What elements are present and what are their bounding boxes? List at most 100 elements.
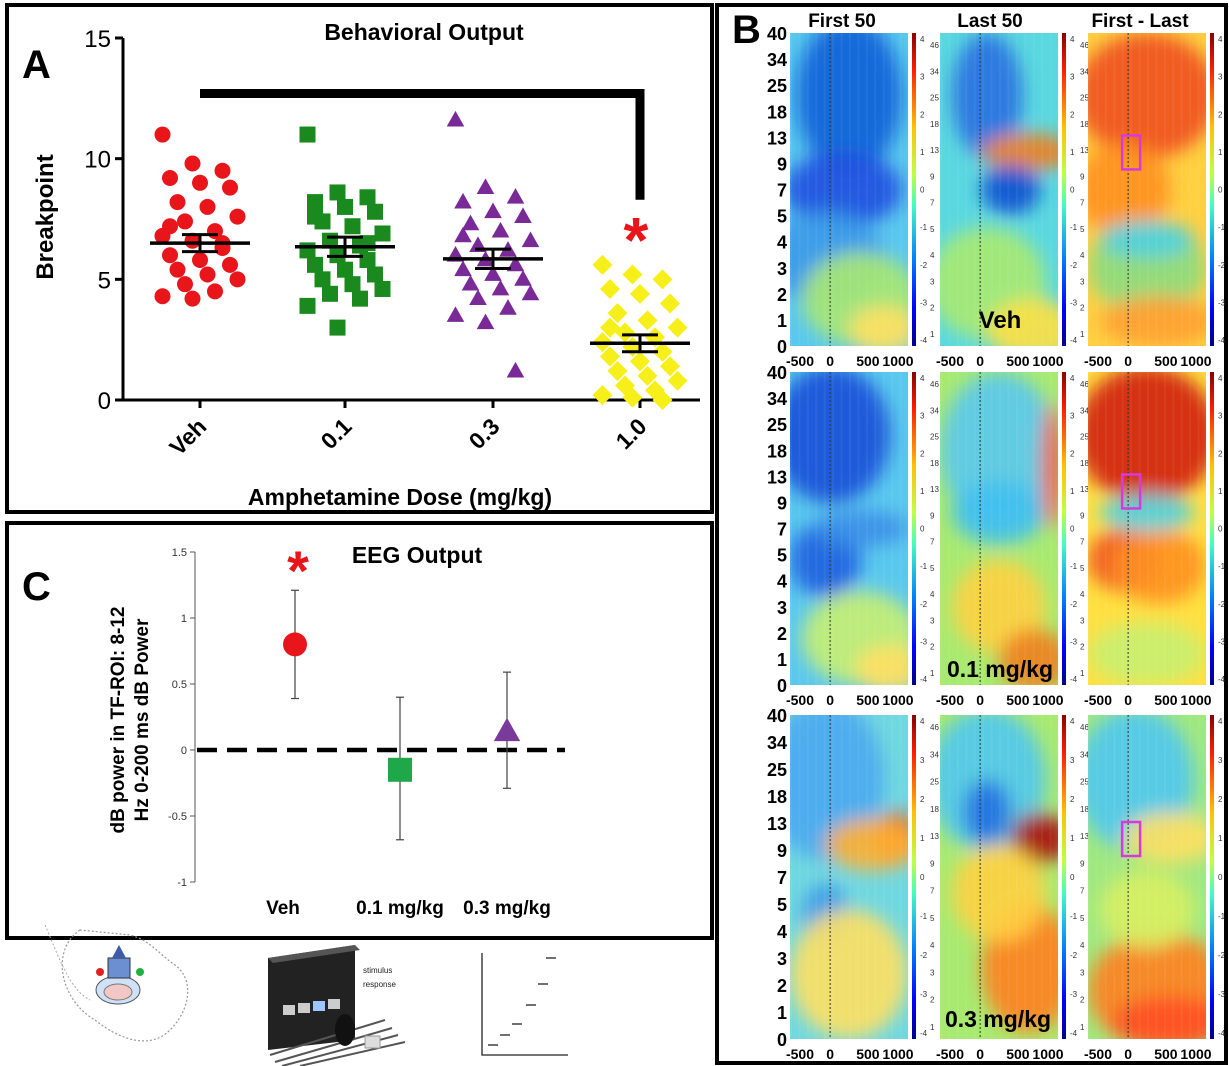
panel-b-colorbar-tick: 5 bbox=[930, 225, 935, 234]
panel-a-xtick-label: 0.1 bbox=[316, 413, 357, 454]
panel-b-colorbar-tick: 3 bbox=[1070, 412, 1075, 421]
panel-a-point bbox=[514, 270, 532, 286]
panel-b-colorbar bbox=[1062, 33, 1066, 346]
panel-b-time-tick: 500 bbox=[1154, 353, 1178, 369]
panel-b-roi-box bbox=[1120, 820, 1142, 858]
panel-a-point bbox=[374, 225, 391, 242]
panel-b-freq-tick: 7 bbox=[777, 520, 787, 540]
panel-a-point bbox=[607, 361, 628, 382]
panel-a-point bbox=[307, 256, 323, 273]
panel-a-ytick-label: 5 bbox=[98, 267, 111, 294]
panel-b-colorbar-tick: 3 bbox=[1218, 412, 1223, 421]
panel-b-heatmap-blob bbox=[1042, 403, 1058, 529]
panel-b-letter: B bbox=[732, 8, 761, 52]
panel-b-heatmap-blob bbox=[963, 779, 1011, 845]
panel-b-colorbar-tick: -2 bbox=[1218, 600, 1226, 609]
panel-a-point bbox=[344, 218, 361, 235]
panel-a-point bbox=[461, 274, 480, 291]
panel-c-xtick-label: 0.3 mg/kg bbox=[463, 898, 551, 919]
panel-b-colorbar-tick: 0 bbox=[1070, 186, 1075, 195]
panel-b-freq-tick: 5 bbox=[777, 207, 787, 227]
panel-a-point bbox=[177, 213, 193, 230]
panel-b-colorbar-tick: 4 bbox=[930, 941, 935, 950]
panel-b-time-tick: 0 bbox=[1124, 353, 1132, 369]
panel-b-heatmap-blob bbox=[795, 33, 903, 174]
panel-b-freq-tick: 2 bbox=[777, 624, 787, 644]
panel-b-colorbar-tick: 46 bbox=[930, 41, 939, 50]
panel-b-time-tick: 0 bbox=[976, 692, 984, 708]
panel-b-colorbar-tick: 1 bbox=[1218, 148, 1223, 157]
operant-box-illustration: stimulus response bbox=[268, 945, 406, 1066]
panel-b-colorbar-tick: 3 bbox=[1080, 616, 1085, 625]
panel-b-colorbar-tick: 3 bbox=[1080, 277, 1085, 286]
panel-b-heatmap-blob bbox=[813, 509, 908, 548]
panel-b-colorbar-tick: 3 bbox=[1080, 968, 1085, 977]
panel-b-colorbar-tick: 13 bbox=[930, 832, 939, 841]
panel-b-colorbar-tick: 2 bbox=[1218, 795, 1223, 804]
panel-b-colorbar-tick: 0 bbox=[1218, 525, 1223, 534]
panel-b-colorbar-tick: 3 bbox=[1070, 756, 1075, 765]
panel-a-significance: * bbox=[624, 204, 649, 276]
panel-b-colorbar-tick: 4 bbox=[1070, 374, 1075, 383]
panel-b-heatmap-blob bbox=[981, 164, 1041, 215]
panel-b-freq-tick: 9 bbox=[777, 154, 787, 174]
panel-b-freq-tick: 4 bbox=[777, 572, 787, 592]
panel-b-colorbar-tick: 0 bbox=[1070, 873, 1075, 882]
panel-b-freq-tick: 34 bbox=[767, 389, 787, 409]
panel-a-point bbox=[307, 194, 323, 211]
panel-b-heatmap-cell: 4 3 2 1 0 -1 -2 -3 -4 46 34 25 18 13 9 7 5 4 3 2 1 -500 0 500 10… bbox=[786, 33, 939, 369]
panel-b-freq-tick: 3 bbox=[777, 949, 787, 969]
panel-b-colorbar-tick: 3 bbox=[930, 277, 935, 286]
panel-b-time-tick: 500 bbox=[856, 692, 880, 708]
panel-b-colorbar-tick: 4 bbox=[1218, 374, 1223, 383]
panel-a-point bbox=[607, 303, 628, 324]
panel-a-point bbox=[154, 126, 171, 143]
panel-a-point bbox=[222, 256, 238, 273]
panel-c-frame bbox=[5, 521, 714, 940]
panel-b-colorbar-tick: -3 bbox=[1070, 298, 1078, 307]
panel-b-heatmaps: 40342518139754321043210-1-2-3-4463425181… bbox=[767, 24, 1226, 1062]
panel-b-heatmap-cell: 4 3 2 1 0 -1 -2 -3 -4 46 34 25 18 13 9 7 5 4 3 2 1 -500 0 500 10… bbox=[936, 715, 1089, 1062]
panel-a-point bbox=[660, 356, 680, 377]
panel-b-colorbar-tick: 4 bbox=[930, 251, 935, 260]
panel-b-time-tick: 1000 bbox=[882, 1046, 913, 1062]
panel-a-point bbox=[514, 207, 532, 223]
panel-a-point bbox=[615, 322, 635, 343]
panel-b-heatmap-blob bbox=[790, 372, 891, 504]
panel-b-col-title-3: First - Last bbox=[1091, 11, 1189, 32]
panel-a-point bbox=[229, 208, 246, 225]
panel-b-colorbar-tick: -3 bbox=[920, 990, 928, 999]
panel-b-colorbar-tick: 13 bbox=[930, 146, 939, 155]
panel-b-freq-tick: 4 bbox=[777, 922, 787, 942]
panel-b-colorbar-tick: 3 bbox=[1070, 73, 1075, 82]
panel-b-colorbar-tick: 5 bbox=[1080, 564, 1085, 573]
panel-b-colorbar-tick: 1 bbox=[920, 148, 925, 157]
panel-b-time-tick: 500 bbox=[1154, 692, 1178, 708]
panel-b-time-tick: -500 bbox=[936, 353, 964, 369]
panel-a-point bbox=[367, 203, 383, 220]
panel-b-colorbar-tick: 18 bbox=[930, 459, 939, 468]
panel-a-point bbox=[630, 283, 650, 304]
panel-b-colorbar-tick: 3 bbox=[930, 968, 935, 977]
panel-b-colorbar-tick: 7 bbox=[1080, 199, 1085, 208]
panel-b-colorbar-tick: -1 bbox=[1070, 562, 1078, 571]
panel-a-point bbox=[367, 266, 383, 283]
panel-b-freq-tick: 2 bbox=[777, 285, 787, 305]
panel-b-frame bbox=[715, 3, 1228, 1065]
panel-a-point bbox=[359, 252, 376, 269]
panel-a-point bbox=[660, 293, 680, 314]
panel-b-colorbar-tick: 2 bbox=[1080, 304, 1085, 313]
panel-b-colorbar-tick: 25 bbox=[1080, 94, 1089, 103]
panel-b-time-tick: 0 bbox=[826, 692, 834, 708]
panel-a-point bbox=[322, 285, 338, 302]
panel-b-colorbar-tick: 13 bbox=[1080, 146, 1089, 155]
panel-b-heatmap-blob bbox=[1099, 870, 1195, 949]
panel-a-point bbox=[307, 208, 323, 225]
panel-b-colorbar-tick: 1 bbox=[930, 669, 935, 678]
panel-b-col-title-1: First 50 bbox=[808, 11, 876, 32]
panel-b-freq-tick: 3 bbox=[777, 598, 787, 618]
panel-b-colorbar-tick: 0 bbox=[1070, 525, 1075, 534]
panel-a-point bbox=[344, 276, 361, 293]
panel-b-time-tick: -500 bbox=[786, 1046, 814, 1062]
panel-a-point bbox=[314, 271, 331, 288]
